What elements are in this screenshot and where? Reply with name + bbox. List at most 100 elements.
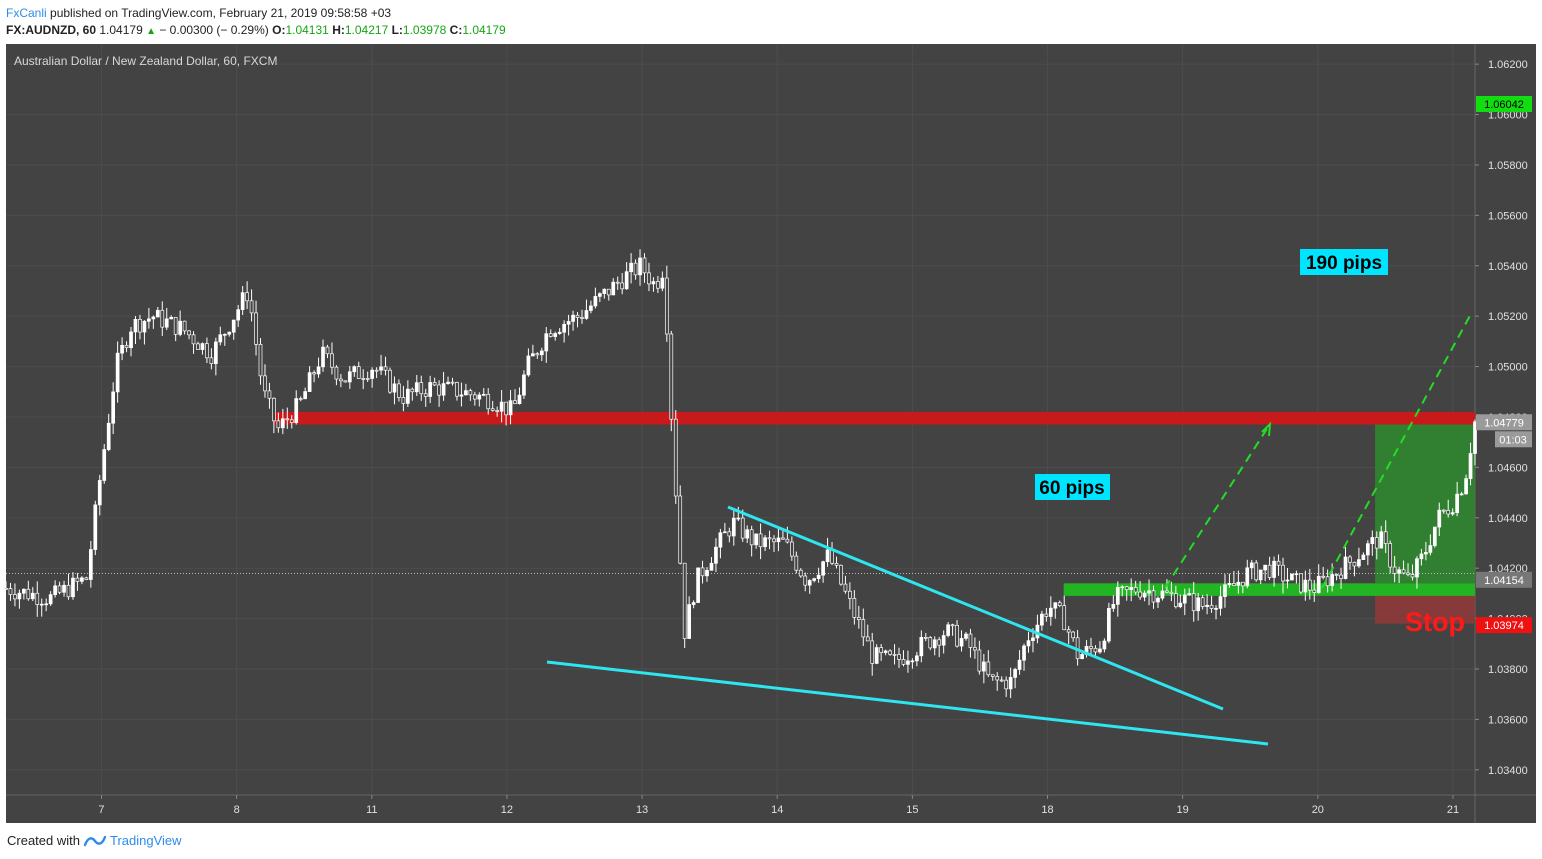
candle-body <box>1053 602 1058 609</box>
candle-body <box>1040 613 1044 626</box>
candle-body <box>1160 590 1165 599</box>
candle-body <box>606 288 611 296</box>
candle-body <box>254 312 258 345</box>
candle-body <box>1232 583 1236 586</box>
candle-body <box>294 398 299 423</box>
candle-body <box>1437 509 1442 528</box>
candle-body <box>316 366 321 375</box>
candle-body <box>1227 583 1232 586</box>
candle-body <box>437 384 441 396</box>
candle-body <box>691 602 696 605</box>
y-tick-label: 1.05400 <box>1488 261 1528 273</box>
lower-trendline <box>546 660 1269 746</box>
candle-body <box>446 381 450 384</box>
x-tick-label: 21 <box>1447 804 1459 816</box>
low-value: 1.03978 <box>402 23 447 37</box>
candle-body <box>1285 579 1290 582</box>
entry-price-badge-bg <box>1476 571 1532 588</box>
candle-body <box>178 320 182 335</box>
candle-body <box>1446 510 1451 515</box>
candle-body <box>231 319 236 333</box>
tradingview-logo-icon <box>83 835 106 846</box>
candle-body <box>1240 581 1245 587</box>
candle-body <box>1365 543 1370 556</box>
candle-body <box>624 271 629 290</box>
candle-body <box>486 393 491 410</box>
candle-body <box>200 343 205 350</box>
symbol-label: FX:AUDNZD, 60 <box>6 23 97 37</box>
brand-name[interactable]: TradingView <box>109 833 182 848</box>
candle-body <box>1138 591 1142 598</box>
x-tick-label: 13 <box>636 804 648 816</box>
candle-body <box>865 636 870 642</box>
x-tick-label: 14 <box>771 804 783 816</box>
candle-body <box>419 382 424 395</box>
candle-body <box>115 352 120 393</box>
candle-body <box>589 305 593 311</box>
target-price-badge-bg <box>1476 95 1532 112</box>
x-tick-label: 15 <box>906 804 918 816</box>
candle-body <box>1209 604 1214 609</box>
candle-body <box>1370 537 1375 545</box>
candle-body <box>1330 574 1334 587</box>
candle-body <box>263 375 267 392</box>
candle-body <box>526 355 531 376</box>
candle-body <box>4 587 8 590</box>
candle-body <box>1334 574 1339 576</box>
candle-body <box>709 562 714 571</box>
candle-body <box>513 400 517 405</box>
change-arrow-icon: ▲ <box>146 26 156 37</box>
candle-body <box>88 549 93 580</box>
candle-body <box>1129 587 1134 590</box>
target-price-badge: 1.06042 <box>1484 99 1524 111</box>
candle-body <box>303 391 308 400</box>
candle-body <box>932 639 937 649</box>
candle-body <box>428 382 433 397</box>
candle-body <box>656 281 660 289</box>
time-axis[interactable] <box>6 795 1536 823</box>
candle-body <box>968 633 973 648</box>
candle-body <box>763 537 767 548</box>
candle-body <box>1178 602 1183 608</box>
candle-body <box>169 317 174 320</box>
open-label: O: <box>272 23 286 37</box>
candle-body <box>1223 584 1227 597</box>
candle-body <box>749 529 754 546</box>
publisher-name[interactable]: FxCanli <box>6 6 47 20</box>
candle-body <box>544 333 549 352</box>
candle-body <box>477 394 482 400</box>
candle-body <box>347 371 352 383</box>
candle-body <box>1124 586 1129 590</box>
candle-body <box>892 653 897 656</box>
candle-body <box>48 594 53 605</box>
candle-body <box>562 323 566 333</box>
candle-body <box>17 592 22 600</box>
footer: Created with TradingView <box>7 833 182 848</box>
candle-body <box>1312 589 1317 593</box>
candle-body <box>124 345 129 349</box>
candle-body <box>767 537 772 540</box>
candle-body <box>26 588 31 600</box>
chart-header: FxCanli published on TradingView.com, Fe… <box>6 5 506 40</box>
candle-body <box>1348 556 1352 563</box>
candle-body <box>1464 478 1468 495</box>
candle-body <box>937 639 942 646</box>
candle-body <box>879 647 883 653</box>
publish-info: published on TradingView.com, February 2… <box>50 6 392 20</box>
candle-body <box>164 318 169 328</box>
candle-body <box>1254 562 1259 581</box>
candle-body <box>789 541 794 557</box>
candle-body <box>330 353 334 368</box>
candle-body <box>285 418 290 421</box>
y-tick-label: 1.06200 <box>1488 59 1528 71</box>
candle-body <box>673 418 678 497</box>
candle-body <box>928 637 933 649</box>
candle-body <box>981 661 986 672</box>
candle-body <box>1316 575 1321 593</box>
candle-body <box>923 637 928 639</box>
candle-body <box>147 318 151 322</box>
candle-body <box>365 378 370 380</box>
candle-body <box>571 314 575 322</box>
candle-body <box>959 638 964 647</box>
